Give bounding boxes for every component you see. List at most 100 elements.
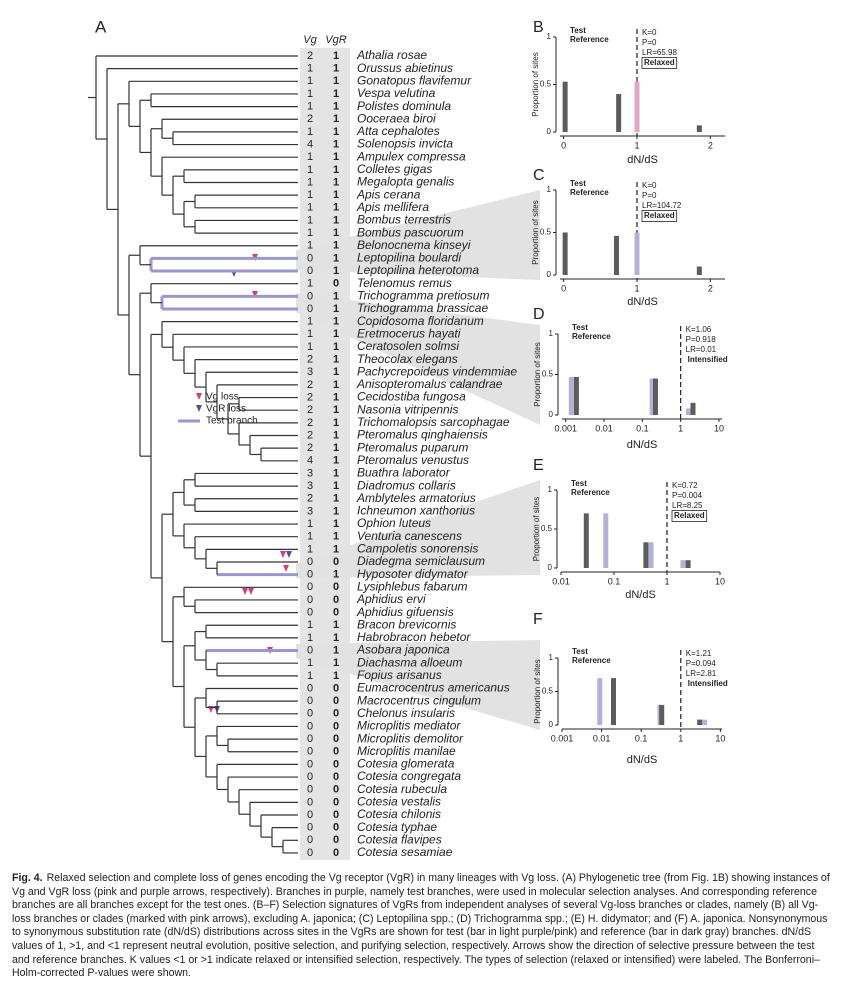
bar xyxy=(702,719,708,725)
panel: D 0 0.5 1 0.001 0.01 0.1 1 10 dN/dS Proportion of … xyxy=(533,306,728,451)
vgr-count: 1 xyxy=(333,290,339,302)
vg-loss-symbol xyxy=(196,393,202,400)
vg-count: 0 xyxy=(307,303,313,315)
y-tick-label: 0 xyxy=(549,410,554,419)
legend-label: Reference xyxy=(570,35,609,44)
species-name: Apis mellifera xyxy=(356,200,429,214)
legend-label: Test xyxy=(570,179,586,188)
vg-count: 4 xyxy=(307,455,313,467)
vg-count: 0 xyxy=(307,746,313,758)
legend-label: Reference xyxy=(570,188,609,197)
species-name: Trichogramma brassicae xyxy=(357,301,488,315)
vgr-count: 0 xyxy=(333,796,339,808)
bar xyxy=(603,513,609,568)
species-name: Campoletis sonorensis xyxy=(357,542,478,556)
vg-count: 2 xyxy=(307,354,313,366)
legend-label: Test xyxy=(571,479,587,488)
vgr-count: 1 xyxy=(333,316,339,328)
vg-count: 1 xyxy=(307,543,313,555)
vg-count: 1 xyxy=(307,176,313,188)
bar xyxy=(649,378,655,415)
vg-count: 1 xyxy=(307,619,313,631)
species-name: Ooceraea biroi xyxy=(357,111,436,125)
vg-count: 2 xyxy=(307,404,313,416)
vgr-count: 1 xyxy=(333,569,339,581)
species-name: Aphidius gifuensis xyxy=(356,605,454,619)
bar xyxy=(597,678,603,725)
count-column-background xyxy=(300,48,350,860)
panel-label: A xyxy=(95,17,107,36)
species-name: Cotesia typhae xyxy=(357,820,437,834)
bar xyxy=(562,81,568,132)
legend-label: Reference xyxy=(571,488,610,497)
y-tick-label: 0.5 xyxy=(541,524,553,533)
vgr-count: 0 xyxy=(333,733,339,745)
vg-count: 0 xyxy=(307,758,313,770)
caption: Fig. 4. Relaxed selection and complete lo… xyxy=(12,872,834,981)
vg-count: 1 xyxy=(307,227,313,239)
vgr-count: 1 xyxy=(333,417,339,429)
vg-count: 0 xyxy=(307,784,313,796)
species-name: Solenopsis invicta xyxy=(357,137,453,151)
selection-label: Relaxed xyxy=(674,511,705,520)
vgr-count: 1 xyxy=(333,113,339,125)
vgr-count: 1 xyxy=(333,189,339,201)
x-tick-label: 2 xyxy=(708,283,713,293)
stat-label: LR=65.98 xyxy=(642,48,677,57)
species-name: Ichneumon xanthorius xyxy=(357,504,475,518)
figure: A Vg VgR Vg loss VgR loss Test branch 2 1… xyxy=(88,17,728,860)
legend-label: Test xyxy=(572,647,588,656)
vg-count: 1 xyxy=(307,316,313,328)
link-wedge xyxy=(296,293,540,425)
vg-count: 0 xyxy=(307,796,313,808)
bar xyxy=(568,376,574,415)
vg-count: 1 xyxy=(307,63,313,75)
species-name: Trichomalopsis sarcophagae xyxy=(357,415,510,429)
y-axis-label: Proportion of sites xyxy=(531,200,540,264)
vg-count: 1 xyxy=(307,328,313,340)
x-tick-label: 1 xyxy=(664,576,669,586)
stat-label: LR=2.81 xyxy=(686,669,717,678)
panel-label: E xyxy=(533,457,544,474)
vgr-count: 1 xyxy=(333,391,339,403)
bar xyxy=(697,719,703,725)
vgr-count: 1 xyxy=(333,75,339,87)
x-tick-label: 10 xyxy=(714,423,724,433)
species-name: Polistes dominula xyxy=(357,99,451,113)
y-axis-label: Proportion of sites xyxy=(531,52,540,116)
species-name: Telenomus remus xyxy=(357,276,452,290)
vg-count: 1 xyxy=(307,632,313,644)
x-tick-label: 0.01 xyxy=(593,733,611,743)
y-axis-label: Proportion of sites xyxy=(532,497,541,561)
vgr-count: 1 xyxy=(333,252,339,264)
vgr-count: 0 xyxy=(333,834,339,846)
species-name: Leptopilina boulardi xyxy=(357,251,461,265)
bar xyxy=(652,378,658,415)
vgr-count: 1 xyxy=(333,63,339,75)
vg-count: 1 xyxy=(307,126,313,138)
vg-count: 0 xyxy=(307,809,313,821)
y-tick-label: 0 xyxy=(549,720,554,729)
y-tick-label: 1 xyxy=(548,485,553,494)
x-axis-label: dN/dS xyxy=(627,296,658,308)
vgr-count: 0 xyxy=(333,847,339,859)
bar xyxy=(634,125,640,132)
bar xyxy=(611,678,617,725)
species-name: Bombus terrestris xyxy=(357,213,451,227)
vgr-count: 1 xyxy=(333,455,339,467)
phylogeny xyxy=(88,55,298,854)
vgr-count: 1 xyxy=(333,404,339,416)
vg-count: 1 xyxy=(307,278,313,290)
link-wedge xyxy=(296,640,540,730)
vgr-count: 1 xyxy=(333,176,339,188)
vg-count: 4 xyxy=(307,138,313,150)
x-axis-label: dN/dS xyxy=(627,154,658,166)
y-tick-label: 0.5 xyxy=(540,80,552,89)
vgr-count: 1 xyxy=(333,214,339,226)
vgr-count: 1 xyxy=(333,240,339,252)
x-tick-label: 0.01 xyxy=(552,576,570,586)
vg-count: 0 xyxy=(307,556,313,568)
vg-count: 3 xyxy=(307,480,313,492)
species-name: Cotesia congregata xyxy=(357,769,461,783)
vg-count: 1 xyxy=(307,202,313,214)
